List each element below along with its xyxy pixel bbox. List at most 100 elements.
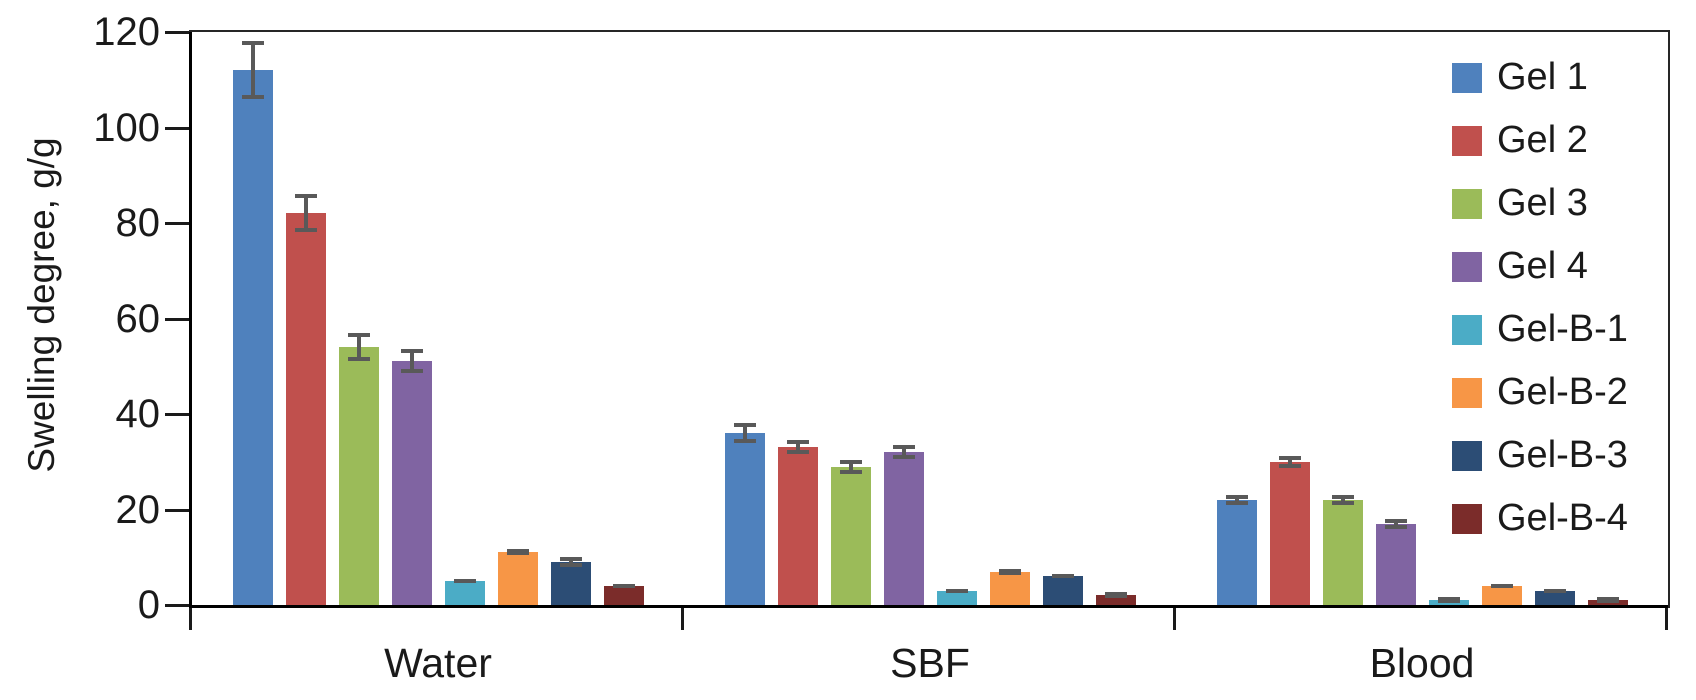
error-bar-cap-bottom xyxy=(1543,589,1566,593)
error-bar-line xyxy=(1393,519,1398,529)
legend-swatch xyxy=(1452,62,1482,93)
legend: Gel 1 Gel 2 Gel 3 Gel 4 Gel-B-1 Gel-B-2 Gel-B-… xyxy=(1452,46,1628,550)
legend-swatch xyxy=(1452,314,1482,345)
error-bar-cap-top xyxy=(1596,599,1619,603)
error-bar xyxy=(839,460,862,474)
error-bar xyxy=(1437,597,1460,603)
bar-fill xyxy=(232,70,273,605)
category-group-blood xyxy=(1176,32,1668,605)
bar-gel-b-4-sbf xyxy=(1095,592,1136,605)
y-tick-label: 80 xyxy=(115,201,161,245)
bar-gel-4-sbf xyxy=(883,445,924,605)
legend-label: Gel 2 xyxy=(1497,119,1588,161)
bar-gel-1-sbf xyxy=(724,423,765,605)
bar-gel-b-4-water xyxy=(603,584,644,605)
error-bar-line xyxy=(1234,495,1239,505)
bar-fill xyxy=(1216,500,1257,605)
error-bar-cap-top xyxy=(786,440,809,444)
bar-fill xyxy=(724,433,765,605)
x-tick-mark xyxy=(1665,608,1668,630)
error-bar xyxy=(612,584,635,588)
error-bar-cap-bottom xyxy=(559,563,582,567)
error-bar xyxy=(1596,597,1619,603)
legend-label: Gel 3 xyxy=(1497,182,1588,224)
legend-label: Gel-B-2 xyxy=(1497,371,1628,413)
bar-fill xyxy=(830,467,871,605)
error-bar-line xyxy=(848,460,853,474)
error-bar-line xyxy=(901,445,906,459)
bar-gel-1-water xyxy=(232,41,273,605)
error-bar xyxy=(998,569,1021,575)
error-bar-line xyxy=(1340,495,1345,505)
error-bar xyxy=(1490,584,1513,588)
error-bar xyxy=(733,423,756,443)
legend-item-gel-3: Gel 3 xyxy=(1452,172,1628,235)
error-bar-cap-top xyxy=(892,445,915,449)
bar-fill xyxy=(1534,591,1575,605)
legend-swatch xyxy=(1452,251,1482,282)
error-bar-line xyxy=(250,41,255,99)
legend-swatch xyxy=(1452,503,1482,534)
x-tick-mark xyxy=(1173,608,1176,630)
legend-item-gel-b-1: Gel-B-1 xyxy=(1452,298,1628,361)
bar-fill xyxy=(1095,595,1136,605)
error-bar xyxy=(506,549,529,555)
error-bar-cap-top xyxy=(1104,594,1127,598)
error-bar-cap-top xyxy=(733,423,756,427)
bar-gel-1-blood xyxy=(1216,495,1257,605)
bar-gel-2-water xyxy=(285,194,326,605)
error-bar xyxy=(1104,592,1127,598)
bar-gel-4-blood xyxy=(1375,519,1416,605)
legend-item-gel-b-2: Gel-B-2 xyxy=(1452,361,1628,424)
y-tick-mark xyxy=(165,508,189,512)
legend-swatch xyxy=(1452,188,1482,219)
error-bar-cap-bottom xyxy=(786,450,809,454)
error-bar-cap-top xyxy=(347,333,370,337)
bar-fill xyxy=(285,213,326,605)
error-bar xyxy=(1331,495,1354,505)
error-bar xyxy=(945,589,968,593)
error-bar-cap-bottom xyxy=(400,369,423,373)
error-bar-cap-bottom xyxy=(1278,464,1301,468)
bar-fill xyxy=(1269,462,1310,605)
error-bar-cap-bottom xyxy=(1051,574,1074,578)
error-bar-line xyxy=(795,440,800,454)
bar-fill xyxy=(497,552,538,605)
bar-fill xyxy=(1481,586,1522,605)
error-bar-cap-bottom xyxy=(347,357,370,361)
error-bar-cap-top xyxy=(559,557,582,561)
bar-gel-4-water xyxy=(391,349,432,605)
bar-gel-b-2-sbf xyxy=(989,569,1030,605)
bar-gel-b-3-sbf xyxy=(1042,574,1083,605)
x-category-label: Water xyxy=(384,640,492,686)
y-tick-label: 60 xyxy=(115,296,161,341)
error-bar-cap-top xyxy=(294,194,317,198)
error-bar-line xyxy=(303,194,308,232)
legend-swatch xyxy=(1452,440,1482,471)
legend-label: Gel 4 xyxy=(1497,245,1588,287)
bar-gel-b-2-water xyxy=(497,549,538,605)
error-bar xyxy=(892,445,915,459)
legend-label: Gel-B-1 xyxy=(1497,308,1628,350)
error-bar-cap-top xyxy=(400,349,423,353)
error-bar-cap-bottom xyxy=(945,589,968,593)
error-bar xyxy=(1384,519,1407,529)
bar-fill xyxy=(989,572,1030,605)
error-bar-cap-bottom xyxy=(1437,597,1460,601)
error-bar xyxy=(347,333,370,361)
y-tick-label: 100 xyxy=(93,105,160,150)
bar-fill xyxy=(936,591,977,605)
x-tick-mark xyxy=(189,608,192,630)
plot-border-top xyxy=(189,30,1670,32)
error-bar-cap-bottom xyxy=(612,584,635,588)
bar-fill xyxy=(603,586,644,605)
bar-fill xyxy=(338,347,379,605)
legend-item-gel-b-4: Gel-B-4 xyxy=(1452,487,1628,550)
error-bar-cap-bottom xyxy=(506,551,529,555)
legend-label: Gel-B-4 xyxy=(1497,497,1628,539)
y-tick-mark xyxy=(165,413,189,416)
legend-item-gel-b-3: Gel-B-3 xyxy=(1452,424,1628,487)
bar-gel-b-1-sbf xyxy=(936,589,977,605)
bar-gel-2-blood xyxy=(1269,456,1310,605)
